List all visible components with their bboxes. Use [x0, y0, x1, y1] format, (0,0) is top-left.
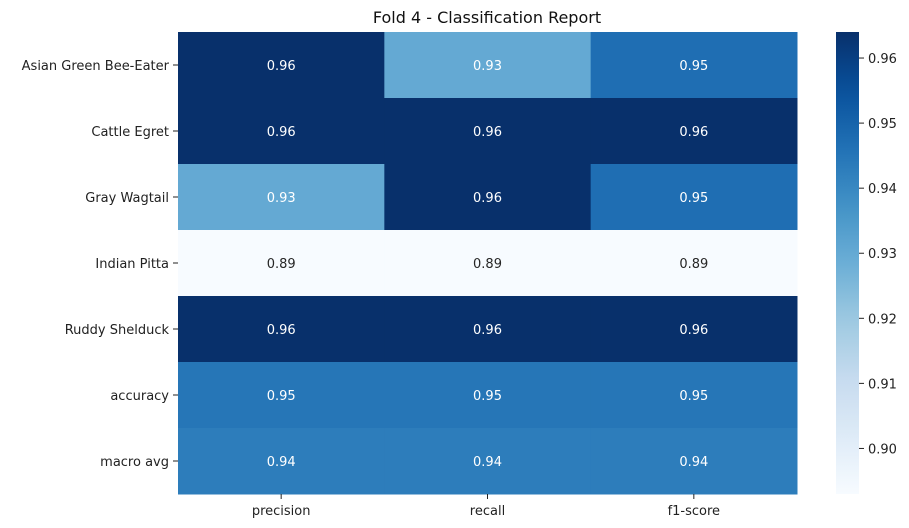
cell-annotation: 0.94	[267, 455, 296, 470]
heatmap-cell	[590, 32, 798, 99]
heatmap-cell	[178, 296, 385, 363]
heatmap-cell	[178, 32, 385, 99]
cell-annotation: 0.96	[473, 323, 502, 338]
x-tick-label: recall	[470, 504, 505, 519]
heatmap-cell	[384, 32, 592, 99]
heatmap-cell	[590, 230, 798, 297]
cell-annotation: 0.95	[267, 389, 296, 404]
y-tick-label: accuracy	[110, 389, 169, 404]
y-tick-label: Indian Pitta	[95, 257, 169, 272]
cell-annotation: 0.95	[679, 59, 708, 74]
cell-annotation: 0.96	[267, 59, 296, 74]
x-tick-label: precision	[252, 504, 311, 519]
heatmap-cell	[178, 98, 385, 165]
colorbar-tick-label: 0.96	[868, 52, 897, 67]
cell-annotation: 0.93	[267, 191, 296, 206]
colorbar-tick-label: 0.95	[868, 117, 897, 132]
heatmap-cell	[384, 296, 592, 363]
cell-annotation: 0.89	[267, 257, 296, 272]
heatmap-cells: 0.96 0.93 0.95 0.96 0.96 0.96 0.93 0.96 0.95 0.89…	[178, 32, 798, 495]
cell-annotation: 0.95	[679, 389, 708, 404]
cell-annotation: 0.96	[473, 191, 502, 206]
x-axis-tick-labels: precision recall f1-score	[252, 494, 720, 519]
cell-annotation: 0.96	[267, 323, 296, 338]
heatmap-cell	[178, 362, 385, 429]
y-tick-label: Ruddy Shelduck	[65, 323, 170, 338]
cell-annotation: 0.96	[679, 125, 708, 140]
colorbar-ticks: 0.90 0.91 0.92 0.93 0.94 0.95 0.96	[859, 52, 897, 457]
heatmap-cell	[178, 230, 385, 297]
cell-annotation: 0.96	[679, 323, 708, 338]
y-tick-label: Gray Wagtail	[85, 191, 169, 206]
y-axis-tick-labels: Asian Green Bee-Eater Cattle Egret Gray Wa…	[22, 59, 178, 470]
y-tick-label: macro avg	[100, 455, 169, 470]
heatmap-cell	[384, 230, 592, 297]
cell-annotation: 0.95	[679, 191, 708, 206]
cell-annotation: 0.96	[267, 125, 296, 140]
heatmap-cell	[178, 164, 385, 231]
cell-annotation: 0.93	[473, 59, 502, 74]
heatmap-cell	[178, 428, 385, 495]
heatmap-cell	[384, 98, 592, 165]
heatmap-cell	[590, 428, 798, 495]
cell-annotation: 0.94	[679, 455, 708, 470]
heatmap-cell	[590, 98, 798, 165]
colorbar-tick-label: 0.91	[868, 377, 897, 392]
heatmap-cell	[590, 296, 798, 363]
x-tick-label: f1-score	[668, 504, 720, 519]
chart-title: Fold 4 - Classification Report	[373, 8, 601, 27]
cell-annotation: 0.96	[473, 125, 502, 140]
y-tick-label: Asian Green Bee-Eater	[22, 59, 170, 74]
colorbar-tick-label: 0.93	[868, 247, 897, 262]
colorbar-tick-label: 0.92	[868, 312, 897, 327]
colorbar-tick-label: 0.90	[868, 442, 897, 457]
cell-annotation: 0.94	[473, 455, 502, 470]
heatmap-cell	[384, 164, 592, 231]
heatmap-cell	[590, 164, 798, 231]
heatmap-cell	[384, 362, 592, 429]
cell-annotation: 0.89	[473, 257, 502, 272]
colorbar	[836, 32, 859, 494]
heatmap-cell	[384, 428, 592, 495]
colorbar-tick-label: 0.94	[868, 182, 897, 197]
y-tick-label: Cattle Egret	[91, 125, 169, 140]
cell-annotation: 0.95	[473, 389, 502, 404]
heatmap-cell	[590, 362, 798, 429]
cell-annotation: 0.89	[679, 257, 708, 272]
